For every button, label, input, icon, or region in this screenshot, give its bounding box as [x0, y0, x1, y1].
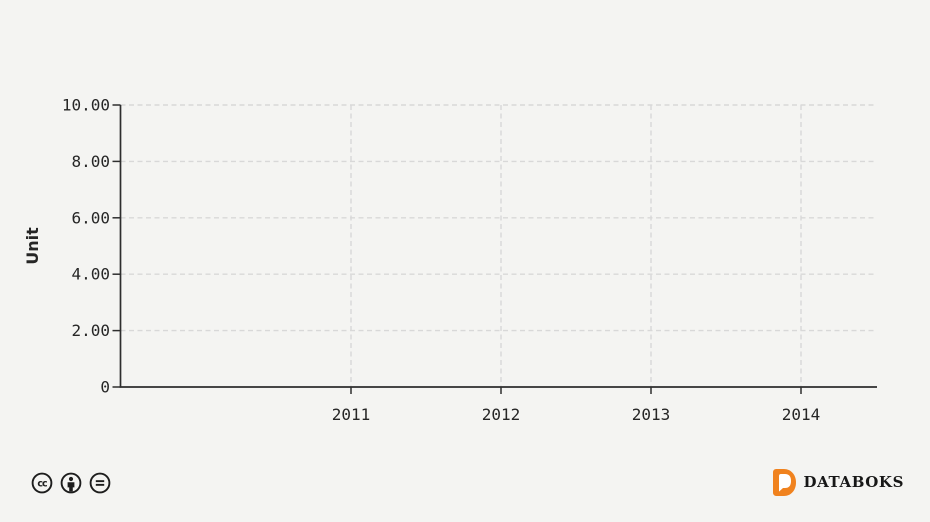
x-tick-label: 2013	[632, 405, 671, 424]
license-icons: cc	[31, 472, 111, 494]
cc-icon: cc	[31, 472, 53, 494]
y-tick-label: 0	[100, 378, 110, 397]
databoks-d-icon	[772, 469, 796, 496]
y-tick-label: 6.00	[71, 208, 110, 227]
y-tick-label: 2.00	[71, 321, 110, 340]
x-tick-label: 2012	[482, 405, 521, 424]
cc-by-icon	[60, 472, 82, 494]
chart-plot-area: 10.00 8.00 6.00 4.00 2.00 0 2011 2012 2013 2014 Un…	[23, 96, 877, 424]
x-tick-label: 2011	[332, 405, 371, 424]
y-axis-title: Unit	[23, 227, 42, 265]
brand-name: DATABOKS	[803, 473, 904, 491]
svg-text:cc: cc	[37, 479, 47, 490]
x-tick-label: 2014	[782, 405, 821, 424]
y-tick-label: 4.00	[71, 265, 110, 284]
y-tick-label: 10.00	[62, 96, 110, 115]
y-tick-label: 8.00	[71, 152, 110, 171]
databoks-logo: DATABOKS	[772, 469, 905, 496]
cc-nd-icon	[89, 472, 111, 494]
